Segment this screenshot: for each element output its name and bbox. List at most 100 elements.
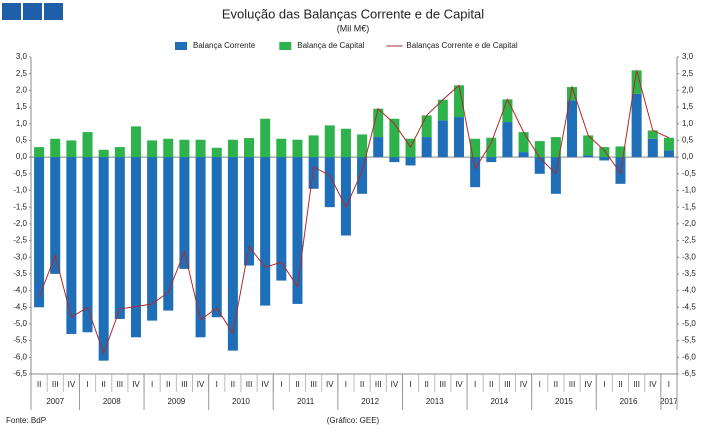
- bar: [163, 157, 174, 311]
- y-tick-label: -6,0: [13, 352, 27, 361]
- y2-tick-label: -3,5: [682, 269, 696, 278]
- bar: [211, 157, 222, 318]
- y2-tick-label: -2,5: [682, 236, 696, 245]
- x-tick-label: III: [116, 380, 123, 389]
- bar: [453, 117, 464, 158]
- x-tick-label: IV: [326, 380, 334, 389]
- y2-tick-label: -1,5: [682, 202, 696, 211]
- y-tick-label: -3,5: [13, 269, 27, 278]
- x-tick-label: IV: [197, 380, 205, 389]
- y2-tick-label: 0,0: [682, 152, 694, 161]
- y-tick-label: -6,5: [13, 369, 27, 378]
- y-tick-label: -5,0: [13, 319, 27, 328]
- x-tick-label: I: [409, 380, 411, 389]
- logo-square: [2, 3, 21, 20]
- y2-tick-label: 2,5: [682, 69, 694, 78]
- bar: [583, 135, 594, 156]
- year-label: 2007: [46, 397, 64, 406]
- bar: [534, 157, 545, 174]
- x-tick-label: IV: [391, 380, 399, 389]
- bar: [114, 147, 125, 158]
- y-tick-label: -1,0: [13, 186, 27, 195]
- y2-tick-label: -6,0: [682, 352, 696, 361]
- bar: [147, 140, 158, 158]
- x-tick-label: I: [668, 380, 670, 389]
- bar: [437, 120, 448, 158]
- x-tick-label: II: [231, 380, 235, 389]
- bar: [82, 157, 93, 333]
- bar: [373, 108, 384, 138]
- bar: [308, 135, 319, 158]
- y-tick-label: -2,5: [13, 236, 27, 245]
- y-tick-label: -3,0: [13, 252, 27, 261]
- x-tick-label: III: [504, 380, 511, 389]
- y-tick-label: -4,5: [13, 302, 27, 311]
- legend-swatch: [175, 42, 187, 50]
- bar: [663, 150, 674, 158]
- x-tick-label: III: [569, 380, 576, 389]
- y-tick-label: 2,5: [16, 69, 28, 78]
- x-tick-label: III: [439, 380, 446, 389]
- y2-tick-label: -4,0: [682, 286, 696, 295]
- bar: [195, 139, 206, 158]
- legend-label: Balanças Corrente e de Capital: [406, 41, 517, 50]
- bar: [130, 157, 141, 338]
- bar: [453, 85, 464, 118]
- bar: [244, 138, 255, 158]
- x-tick-label: IV: [520, 380, 528, 389]
- bar: [486, 157, 497, 163]
- x-tick-label: IV: [68, 380, 76, 389]
- bar: [34, 147, 45, 158]
- bar: [130, 126, 141, 158]
- bar: [66, 157, 77, 334]
- year-label: 2008: [103, 397, 121, 406]
- y-tick-label: 1,5: [16, 102, 28, 111]
- bar: [373, 137, 384, 158]
- bar: [292, 139, 303, 158]
- bar: [486, 137, 497, 158]
- bar: [405, 157, 416, 166]
- bar: [470, 138, 481, 158]
- bar: [421, 115, 432, 138]
- chart-subtitle: (Mil M€): [337, 23, 370, 33]
- y2-tick-label: -6,5: [682, 369, 696, 378]
- x-tick-label: I: [151, 380, 153, 389]
- bar: [340, 157, 351, 236]
- bar: [357, 157, 368, 194]
- x-tick-label: III: [52, 380, 59, 389]
- chart-title: Evolução das Balanças Corrente e de Capi…: [222, 6, 484, 21]
- year-label: 2012: [361, 397, 379, 406]
- bar: [292, 157, 303, 304]
- y2-tick-label: 1,5: [682, 102, 694, 111]
- year-label: 2011: [297, 397, 315, 406]
- bar: [195, 157, 206, 338]
- y-tick-label: -0,5: [13, 169, 27, 178]
- x-tick-label: II: [166, 380, 170, 389]
- year-label: 2016: [620, 397, 638, 406]
- x-tick-label: IV: [455, 380, 463, 389]
- y-tick-label: 1,0: [16, 119, 28, 128]
- bar: [50, 138, 61, 158]
- x-tick-label: II: [489, 380, 493, 389]
- bar: [502, 122, 513, 158]
- y2-tick-label: 0,5: [682, 136, 694, 145]
- x-tick-label: III: [246, 380, 253, 389]
- bar: [567, 87, 578, 101]
- year-label: 2009: [167, 397, 185, 406]
- x-tick-label: I: [603, 380, 605, 389]
- bar: [631, 93, 642, 158]
- y-tick-label: 3,0: [16, 52, 28, 61]
- x-tick-label: I: [216, 380, 218, 389]
- y2-tick-label: -3,0: [682, 252, 696, 261]
- bar: [389, 157, 400, 163]
- credit: (Gráfico: GEE): [327, 416, 380, 425]
- bar: [502, 99, 513, 123]
- y2-tick-label: 1,0: [682, 119, 694, 128]
- bar: [357, 134, 368, 158]
- bar: [599, 147, 610, 158]
- bar: [518, 132, 529, 153]
- year-label: 2015: [555, 397, 573, 406]
- bar: [631, 70, 642, 94]
- y-tick-label: 0,5: [16, 136, 28, 145]
- bar: [227, 157, 238, 351]
